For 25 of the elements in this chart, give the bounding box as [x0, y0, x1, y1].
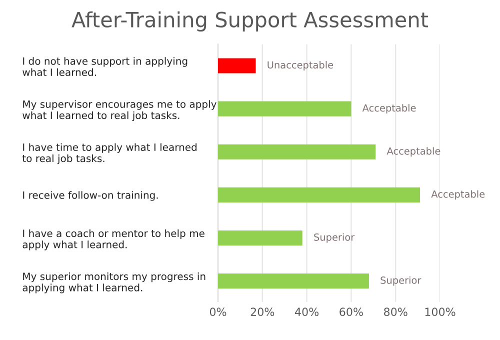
data-label: Acceptable [431, 190, 485, 200]
bar [218, 187, 420, 202]
x-tick-label: 20% [250, 308, 274, 316]
y-tick-label: I receive follow-on training. [23, 191, 158, 201]
x-tick-label: 40% [294, 308, 319, 316]
data-label: Acceptable [362, 104, 416, 114]
y-tick-label: I have a coach or mentor to help me apply what I learned. [22, 229, 204, 250]
y-tick-label: My superior monitors my progress in applying what I learned. [22, 272, 206, 294]
chart-title: After-Training Support Assessment [72, 11, 428, 32]
bar [218, 101, 352, 116]
data-label: Superior [314, 233, 355, 243]
y-tick-label: My supervisor encourages me to apply what I learned to real job tasks. [22, 100, 216, 122]
y-tick-label: I have time to apply what I learned to real job tasks. [22, 143, 196, 164]
data-label: Unacceptable [268, 61, 334, 70]
y-tick-label: I do not have support in applying what I learned. [22, 57, 188, 76]
bar [218, 274, 369, 289]
bar [218, 230, 302, 246]
data-label: Acceptable [386, 147, 440, 157]
bar [218, 144, 376, 160]
x-tick-label: 60% [340, 308, 363, 316]
x-tick-label: 0% [210, 308, 226, 316]
x-tick-label: 100% [425, 308, 456, 316]
x-tick-label: 80% [384, 308, 408, 316]
bar [218, 58, 256, 74]
data-label: Superior [380, 276, 422, 286]
